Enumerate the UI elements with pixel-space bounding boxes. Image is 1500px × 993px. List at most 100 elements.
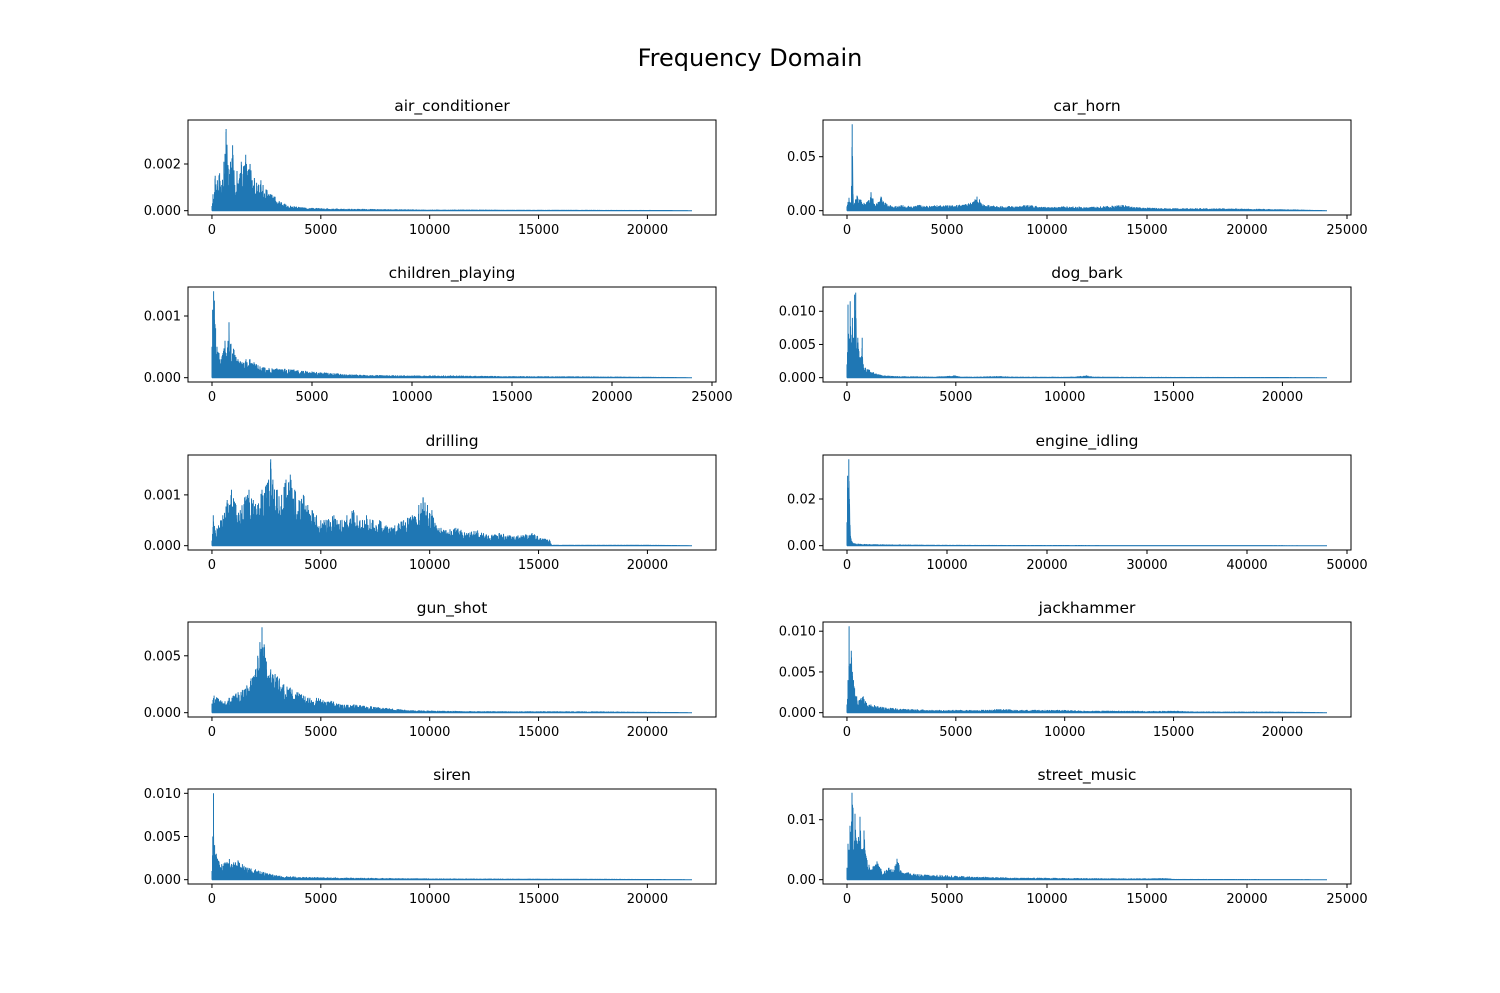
y-tick-label: 0.005 (779, 665, 816, 680)
x-tick-label: 10000 (1044, 390, 1085, 405)
x-tick-label: 0 (208, 558, 216, 573)
x-tick-label: 5000 (930, 223, 963, 238)
x-tick-label: 10000 (1044, 725, 1085, 740)
x-tick-label: 25000 (691, 390, 732, 405)
y-tick-label: 0.05 (787, 150, 816, 165)
axes-frame (187, 286, 717, 383)
x-tick-label: 20000 (627, 725, 668, 740)
x-tick-label: 15000 (518, 892, 559, 907)
y-tick-label: 0.000 (144, 539, 181, 554)
x-tick-label: 5000 (304, 223, 337, 238)
axes-frame (187, 454, 717, 551)
y-tick-label: 0.001 (144, 488, 181, 503)
subplot-title: street_music (1038, 766, 1137, 785)
x-tick-label: 15000 (518, 223, 559, 238)
x-tick-label: 10000 (1026, 223, 1067, 238)
x-tick-label: 0 (208, 390, 216, 405)
x-tick-label: 20000 (627, 223, 668, 238)
y-tick-label: 0.02 (787, 492, 816, 507)
y-tick-label: 0.010 (779, 305, 816, 320)
series-line (211, 291, 692, 379)
x-tick-label: 20000 (1262, 725, 1303, 740)
series-line (846, 792, 1327, 881)
y-tick-label: 0.000 (144, 371, 181, 386)
x-tick-label: 5000 (304, 725, 337, 740)
series-line (846, 626, 1327, 714)
series-line (211, 793, 692, 881)
x-tick-label: 10000 (926, 558, 967, 573)
series-line (846, 124, 1327, 212)
y-tick-label: 0.002 (144, 157, 181, 172)
x-tick-label: 15000 (491, 390, 532, 405)
x-tick-label: 20000 (1226, 892, 1267, 907)
x-tick-label: 5000 (304, 558, 337, 573)
subplot-title: gun_shot (417, 599, 488, 618)
series-line (211, 459, 692, 547)
x-tick-label: 40000 (1226, 558, 1267, 573)
subplot-title: engine_idling (1035, 432, 1138, 451)
y-tick-label: 0.005 (144, 649, 181, 664)
x-tick-label: 5000 (930, 892, 963, 907)
y-tick-label: 0.00 (787, 873, 816, 888)
x-tick-label: 20000 (591, 390, 632, 405)
series-line (211, 627, 692, 714)
x-tick-label: 15000 (518, 558, 559, 573)
x-tick-label: 0 (843, 558, 851, 573)
x-tick-label: 25000 (1326, 223, 1367, 238)
y-tick-label: 0.000 (779, 371, 816, 386)
x-tick-label: 20000 (1226, 223, 1267, 238)
x-tick-label: 0 (208, 892, 216, 907)
axes-frame (822, 286, 1352, 383)
x-tick-label: 5000 (939, 390, 972, 405)
subplot-engine_idling: engine_idling 0 10000 20000 30000 40000 50000 0… (787, 432, 1368, 573)
subplot-children_playing: children_playing 0 5000 10000 15000 20000 2500… (144, 264, 733, 405)
y-tick-label: 0.005 (144, 830, 181, 845)
subplot-air_conditioner: air_conditioner 0 5000 10000 15000 20000 0.000… (144, 97, 717, 238)
x-tick-label: 15000 (1153, 725, 1194, 740)
x-tick-label: 15000 (1153, 390, 1194, 405)
y-tick-label: 0.000 (144, 204, 181, 219)
x-tick-label: 15000 (1126, 223, 1167, 238)
x-tick-label: 0 (843, 725, 851, 740)
subplot-jackhammer: jackhammer 0 5000 10000 15000 20000 0.000 0.005… (779, 599, 1352, 740)
x-tick-label: 10000 (409, 725, 450, 740)
x-tick-label: 50000 (1326, 558, 1367, 573)
series-line (211, 129, 692, 212)
y-tick-label: 0.001 (144, 309, 181, 324)
y-tick-label: 0.010 (779, 625, 816, 640)
axes-frame (187, 119, 717, 216)
x-tick-label: 0 (843, 892, 851, 907)
subplot-car_horn: car_horn 0 5000 10000 15000 20000 25000 0.00 0.0… (787, 97, 1368, 238)
x-tick-label: 5000 (295, 390, 328, 405)
subplot-title: drilling (425, 432, 478, 450)
x-tick-label: 30000 (1126, 558, 1167, 573)
x-tick-label: 0 (208, 725, 216, 740)
figure-title: Frequency Domain (637, 44, 863, 72)
x-tick-label: 25000 (1326, 892, 1367, 907)
x-tick-label: 5000 (939, 725, 972, 740)
x-tick-label: 0 (208, 223, 216, 238)
x-tick-label: 20000 (1026, 558, 1067, 573)
y-tick-label: 0.00 (787, 204, 816, 219)
x-tick-label: 10000 (409, 223, 450, 238)
x-tick-label: 0 (843, 390, 851, 405)
series-line (846, 459, 1327, 547)
y-tick-label: 0.010 (144, 787, 181, 802)
axes-frame (822, 454, 1352, 551)
subplot-title: siren (433, 766, 471, 784)
subplot-street_music: street_music 0 5000 10000 15000 20000 25000 0.0… (787, 766, 1368, 907)
axes-frame (822, 788, 1352, 885)
y-tick-label: 0.005 (779, 338, 816, 353)
subplot-title: air_conditioner (394, 97, 510, 116)
axes-frame (187, 788, 717, 885)
x-tick-label: 10000 (1026, 892, 1067, 907)
axes-frame (187, 621, 717, 718)
x-tick-label: 15000 (518, 725, 559, 740)
y-tick-label: 0.000 (144, 706, 181, 721)
subplot-dog_bark: dog_bark 0 5000 10000 15000 20000 0.000 0.005 0.… (779, 264, 1352, 405)
axes-frame (822, 119, 1352, 216)
x-tick-label: 0 (843, 223, 851, 238)
subplot-title: car_horn (1053, 97, 1120, 116)
y-tick-label: 0.00 (787, 539, 816, 554)
